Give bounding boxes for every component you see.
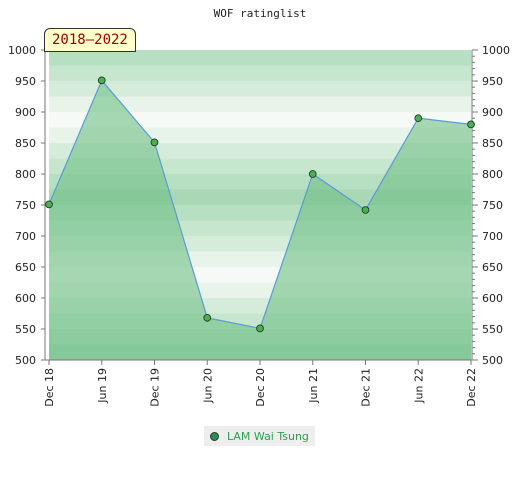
y-tick-label: 750	[15, 199, 36, 212]
y-tick-label-right: 750	[482, 199, 503, 212]
y-tick-label: 550	[15, 323, 36, 336]
y-tick-label-right: 900	[482, 106, 503, 119]
data-point	[97, 76, 106, 85]
legend-label: LAM Wai Tsung	[227, 429, 309, 443]
y-tick-label: 700	[15, 230, 36, 243]
y-tick-label-right: 700	[482, 230, 503, 243]
y-tick-label: 1000	[8, 44, 36, 57]
x-tick-label: Dec 21	[360, 368, 373, 407]
data-point	[414, 114, 423, 123]
data-point	[467, 120, 475, 129]
y-tick-label-right: 800	[482, 168, 503, 181]
x-tick-label: Jun 20	[201, 368, 214, 404]
background-band	[49, 81, 471, 97]
x-tick-label: Jun 19	[96, 368, 109, 404]
y-tick-label: 950	[15, 75, 36, 88]
x-tick-label: Dec 22	[465, 368, 478, 407]
y-tick-label-right: 1000	[482, 44, 510, 57]
data-point	[150, 138, 159, 147]
chart-title: WOF ratinglist	[214, 7, 307, 20]
data-points	[45, 76, 475, 333]
data-point	[361, 206, 370, 214]
y-tick-label: 850	[15, 137, 36, 150]
background-band	[49, 112, 471, 128]
background-band	[49, 50, 471, 66]
legend-marker	[210, 431, 219, 441]
y-tick-label-right: 650	[482, 261, 503, 274]
y-tick-label: 800	[15, 168, 36, 181]
background-band	[49, 65, 471, 82]
data-point	[45, 200, 53, 209]
background-band	[49, 96, 471, 113]
y-tick-label: 500	[15, 354, 36, 367]
data-point	[256, 324, 264, 333]
x-tick-label: Dec 18	[43, 368, 56, 407]
y-tick-label-right: 950	[482, 75, 503, 88]
y-tick-label-right: 500	[482, 354, 503, 367]
y-tick-label-right: 550	[482, 323, 503, 336]
y-tick-label: 900	[15, 106, 36, 119]
axes: 500 500 550 550 600 600 650 650 700 700 750 750 800 8…	[8, 44, 510, 407]
x-tick-label: Dec 19	[149, 368, 162, 407]
legend[interactable]: LAM Wai Tsung	[204, 426, 315, 446]
series-area-fill	[49, 80, 471, 360]
data-point	[203, 313, 212, 322]
y-tick-label-right: 850	[482, 137, 503, 150]
x-tick-label: Jun 21	[307, 368, 320, 404]
period-badge: 2018–2022	[44, 28, 136, 52]
y-tick-label-right: 600	[482, 292, 503, 305]
x-tick-label: Jun 22	[412, 368, 425, 404]
y-tick-label: 650	[15, 261, 36, 274]
y-tick-label: 600	[15, 292, 36, 305]
data-point	[308, 170, 317, 178]
x-tick-label: Dec 20	[254, 368, 267, 407]
